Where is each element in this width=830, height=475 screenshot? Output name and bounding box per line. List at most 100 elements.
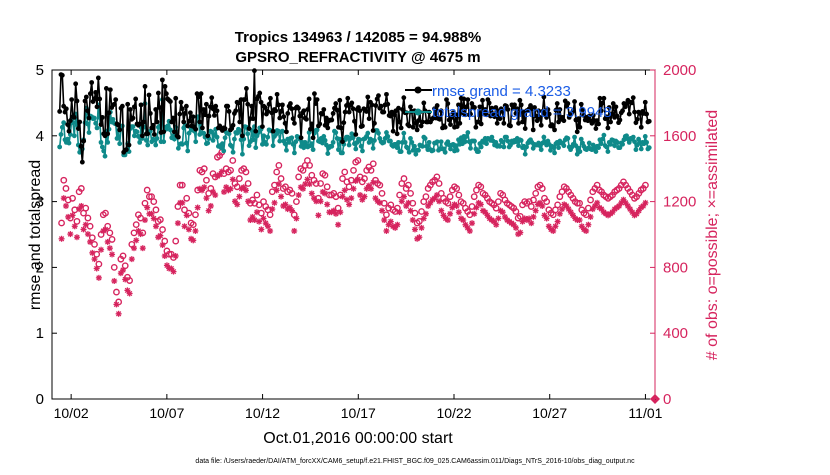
rmse-point	[330, 111, 336, 116]
spread-point	[454, 147, 460, 153]
obs-assimilated-marker	[278, 193, 285, 200]
spread-point	[538, 147, 544, 153]
rmse-point	[384, 91, 389, 97]
rmse-point	[280, 102, 285, 108]
rmse-point	[376, 93, 381, 99]
rmse-point	[544, 114, 549, 120]
obs-assimilated-marker	[616, 202, 623, 209]
obs-possible-marker	[350, 166, 357, 174]
rmse-point	[536, 108, 541, 114]
legend-spread-label: totalspread grand = 3.9948	[432, 104, 612, 121]
rmse-point	[462, 112, 468, 118]
rmse-point	[333, 101, 339, 106]
obs-possible-marker	[242, 168, 250, 176]
obs-assimilated-stroke	[385, 222, 392, 228]
obs-assimilated-stroke	[557, 211, 563, 217]
rmse-point	[400, 107, 405, 112]
spread-point	[280, 128, 285, 134]
obs-possible-marker	[227, 166, 234, 174]
obs-assimilated-marker	[91, 256, 98, 263]
obs-assimilated-marker	[455, 209, 462, 216]
rmse-point	[486, 100, 492, 106]
obs-possible-marker	[150, 198, 158, 206]
rmse-point	[269, 110, 275, 116]
rmse-point	[516, 120, 521, 126]
rmse-point	[146, 92, 152, 98]
rmse-point	[497, 116, 503, 122]
rmse-point	[505, 107, 511, 112]
spread-point	[586, 140, 592, 146]
spread-point	[605, 149, 611, 154]
obs-possible-marker	[407, 189, 414, 197]
spread-point	[185, 148, 191, 154]
obs-possible-marker	[455, 191, 463, 199]
obs-assimilated-stroke	[372, 195, 379, 201]
rmse-point	[478, 121, 484, 127]
obs-assimilated-marker	[569, 212, 576, 219]
rmse-point	[629, 100, 635, 106]
obs-possible-marker	[339, 175, 346, 182]
obs-assimilated-marker	[194, 204, 201, 211]
rmse-point	[246, 126, 252, 131]
rmse-point	[222, 126, 228, 131]
rmse-point	[434, 103, 440, 108]
obs-possible-marker	[88, 234, 96, 242]
obs-assimilated-marker	[394, 221, 401, 228]
obs-possible-marker	[126, 277, 134, 284]
obs-assimilated-stroke	[269, 206, 275, 212]
obs-assimilated-marker	[383, 227, 390, 234]
obs-assimilated-stroke	[164, 262, 170, 269]
obs-possible-marker	[244, 180, 252, 187]
obs-assimilated-stroke	[585, 222, 592, 228]
obs-possible-marker	[192, 211, 199, 219]
obs-assimilated-stroke	[69, 212, 76, 219]
spread-point	[484, 141, 489, 147]
rmse-point	[77, 119, 83, 125]
obs-possible-marker	[275, 162, 283, 169]
obs-assimilated-stroke	[260, 215, 267, 222]
spread-point	[646, 145, 652, 151]
rmse-point	[454, 124, 460, 129]
obs-assimilated-stroke	[625, 203, 631, 209]
obs-assimilated-marker	[550, 227, 557, 234]
obs-assimilated-marker	[179, 199, 186, 206]
rmse-point	[89, 80, 95, 85]
obs-possible-marker	[108, 236, 116, 243]
rmse-point	[620, 108, 625, 114]
rmse-point	[630, 95, 636, 101]
obs-assimilated-stroke	[276, 181, 282, 187]
rmse-point	[345, 95, 351, 101]
obs-assimilated-marker	[152, 223, 159, 230]
rmse-point	[552, 127, 557, 133]
obs-assimilated-stroke	[111, 278, 117, 284]
rmse-point	[202, 112, 208, 118]
rmse-point	[325, 125, 331, 131]
rmse-point	[257, 90, 263, 96]
rmse-point	[190, 114, 196, 120]
obs-possible-marker	[530, 196, 537, 204]
obs-assimilated-marker	[258, 226, 265, 233]
obs-assimilated-marker	[95, 274, 102, 281]
rmse-point	[273, 108, 279, 114]
rmse-point	[493, 105, 499, 110]
spread-point	[406, 149, 412, 155]
spread-point	[218, 145, 224, 151]
obs-assimilated-marker	[379, 207, 386, 214]
obs-possible-marker	[159, 226, 166, 233]
y-left-tick-label: 1	[36, 325, 44, 342]
rmse-point	[473, 124, 479, 130]
obs-assimilated-stroke	[528, 220, 534, 226]
obs-assimilated-marker	[469, 220, 476, 227]
y-left-tick-label: 0	[36, 391, 44, 408]
rmse-point	[123, 147, 129, 153]
spread-point	[453, 143, 459, 149]
obs-assimilated-stroke	[642, 200, 649, 206]
spread-point	[250, 137, 256, 143]
obs-possible-marker	[369, 160, 377, 168]
obs-assimilated-marker	[231, 198, 238, 205]
spread-point	[237, 128, 243, 133]
spread-point	[530, 145, 536, 151]
rmse-point	[310, 135, 316, 141]
spread-point	[340, 150, 345, 156]
rmse-point	[265, 109, 271, 114]
